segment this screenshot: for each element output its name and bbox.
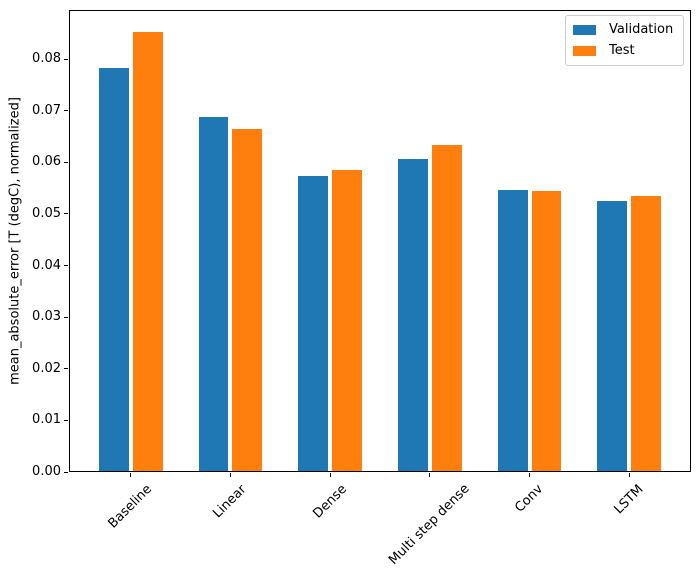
x-tick-label-lstm: LSTM [611, 482, 647, 518]
y-tick-mark [64, 110, 68, 112]
y-axis-label: mean_absolute_error [T (degC), normalize… [7, 97, 23, 385]
x-tick-mark [229, 473, 231, 477]
y-tick-mark [64, 161, 68, 163]
y-tick-mark [64, 265, 68, 267]
x-tick-mark [329, 473, 331, 477]
y-tick-label: 0.08 [32, 51, 61, 67]
y-tick-mark [64, 368, 68, 370]
y-tick-mark [64, 316, 68, 318]
legend: Validation Test [565, 15, 684, 66]
y-tick-mark [64, 58, 68, 60]
legend-swatch-validation [573, 25, 596, 35]
bar-validation-multi-step-dense [397, 159, 428, 471]
x-tick-label-multi-step-dense: Multi step dense [386, 481, 473, 569]
bar-test-multi-step-dense [431, 144, 462, 471]
x-tick-label-baseline: Baseline [105, 481, 156, 532]
bar-validation-baseline [98, 67, 129, 471]
y-tick-label: 0.01 [32, 412, 61, 428]
x-tick-mark [429, 473, 431, 477]
x-tick-label-dense: Dense [310, 481, 350, 522]
bar-test-baseline [132, 31, 163, 471]
bar-test-conv [531, 191, 562, 471]
bar-test-linear [232, 128, 263, 471]
x-tick-mark [130, 473, 132, 477]
y-tick-label: 0.06 [32, 154, 61, 170]
y-tick-mark [64, 419, 68, 421]
y-tick-label: 0.07 [32, 102, 61, 118]
x-tick-mark [628, 473, 630, 477]
legend-swatch-test [573, 46, 596, 56]
bar-validation-dense [298, 175, 329, 471]
legend-item-test: Test [573, 43, 675, 59]
y-tick-mark [64, 213, 68, 215]
y-tick-label: 0.05 [32, 205, 61, 221]
y-tick-label: 0.03 [32, 309, 61, 325]
bar-test-lstm [631, 196, 662, 471]
bar-validation-linear [198, 117, 229, 471]
bar-validation-conv [497, 189, 528, 471]
x-tick-label-conv: Conv [512, 481, 547, 516]
bar-validation-lstm [597, 200, 628, 471]
y-tick-label: 0.02 [32, 360, 61, 376]
x-tick-mark [529, 473, 531, 477]
y-tick-label: 0.00 [32, 464, 61, 479]
plot-area [69, 10, 691, 472]
x-tick-label-linear: Linear [210, 481, 250, 522]
y-tick-mark [64, 471, 68, 473]
legend-item-label: Test [609, 43, 635, 58]
legend-item-validation: Validation [573, 22, 675, 38]
legend-item-label: Validation [609, 22, 674, 37]
y-tick-label: 0.04 [32, 257, 61, 273]
bar-test-dense [332, 170, 363, 471]
